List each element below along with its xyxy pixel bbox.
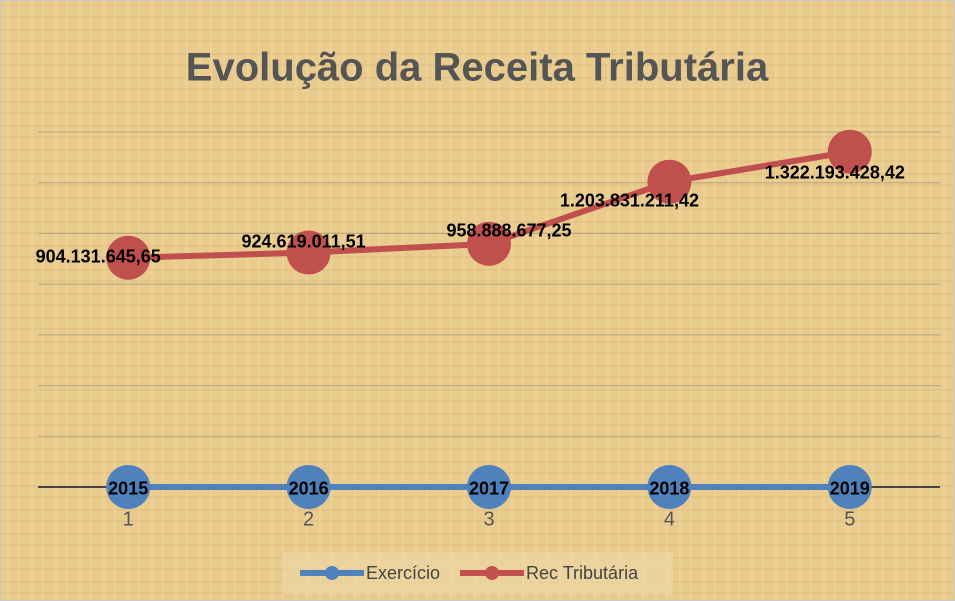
data-label: 2018: [649, 479, 689, 499]
data-label: 2017: [469, 479, 509, 499]
marker: [647, 464, 692, 509]
marker: [827, 464, 872, 509]
data-label: 2015: [108, 479, 148, 499]
legend-label: Rec Tributária: [526, 563, 639, 583]
x-tick-label: 5: [844, 508, 855, 530]
data-label: 1.322.193.428,42: [765, 162, 905, 182]
marker: [106, 235, 151, 280]
marker: [286, 464, 331, 509]
marker: [467, 464, 511, 509]
data-label: 904.131.645,65: [36, 246, 161, 266]
marker: [106, 464, 151, 509]
data-label: 1.203.831.211,42: [560, 190, 699, 210]
marker: [647, 159, 692, 204]
marker: [286, 230, 331, 275]
data-label: 958.888.677,25: [446, 221, 571, 241]
marker: [827, 129, 872, 174]
x-tick-label: 2: [303, 508, 314, 530]
data-label: 2019: [830, 479, 870, 499]
x-tick-label: 3: [483, 508, 494, 530]
data-label: 924.619.011,51: [242, 231, 366, 251]
chart-title: Evolução da Receita Tributária: [186, 46, 769, 90]
marker: [467, 221, 511, 266]
data-label: 2016: [289, 479, 329, 499]
legend-marker: [485, 566, 500, 580]
x-tick-label: 4: [664, 508, 675, 530]
legend-label: Exercício: [366, 563, 440, 583]
x-tick-label: 1: [123, 508, 134, 530]
legend-marker: [325, 566, 339, 580]
